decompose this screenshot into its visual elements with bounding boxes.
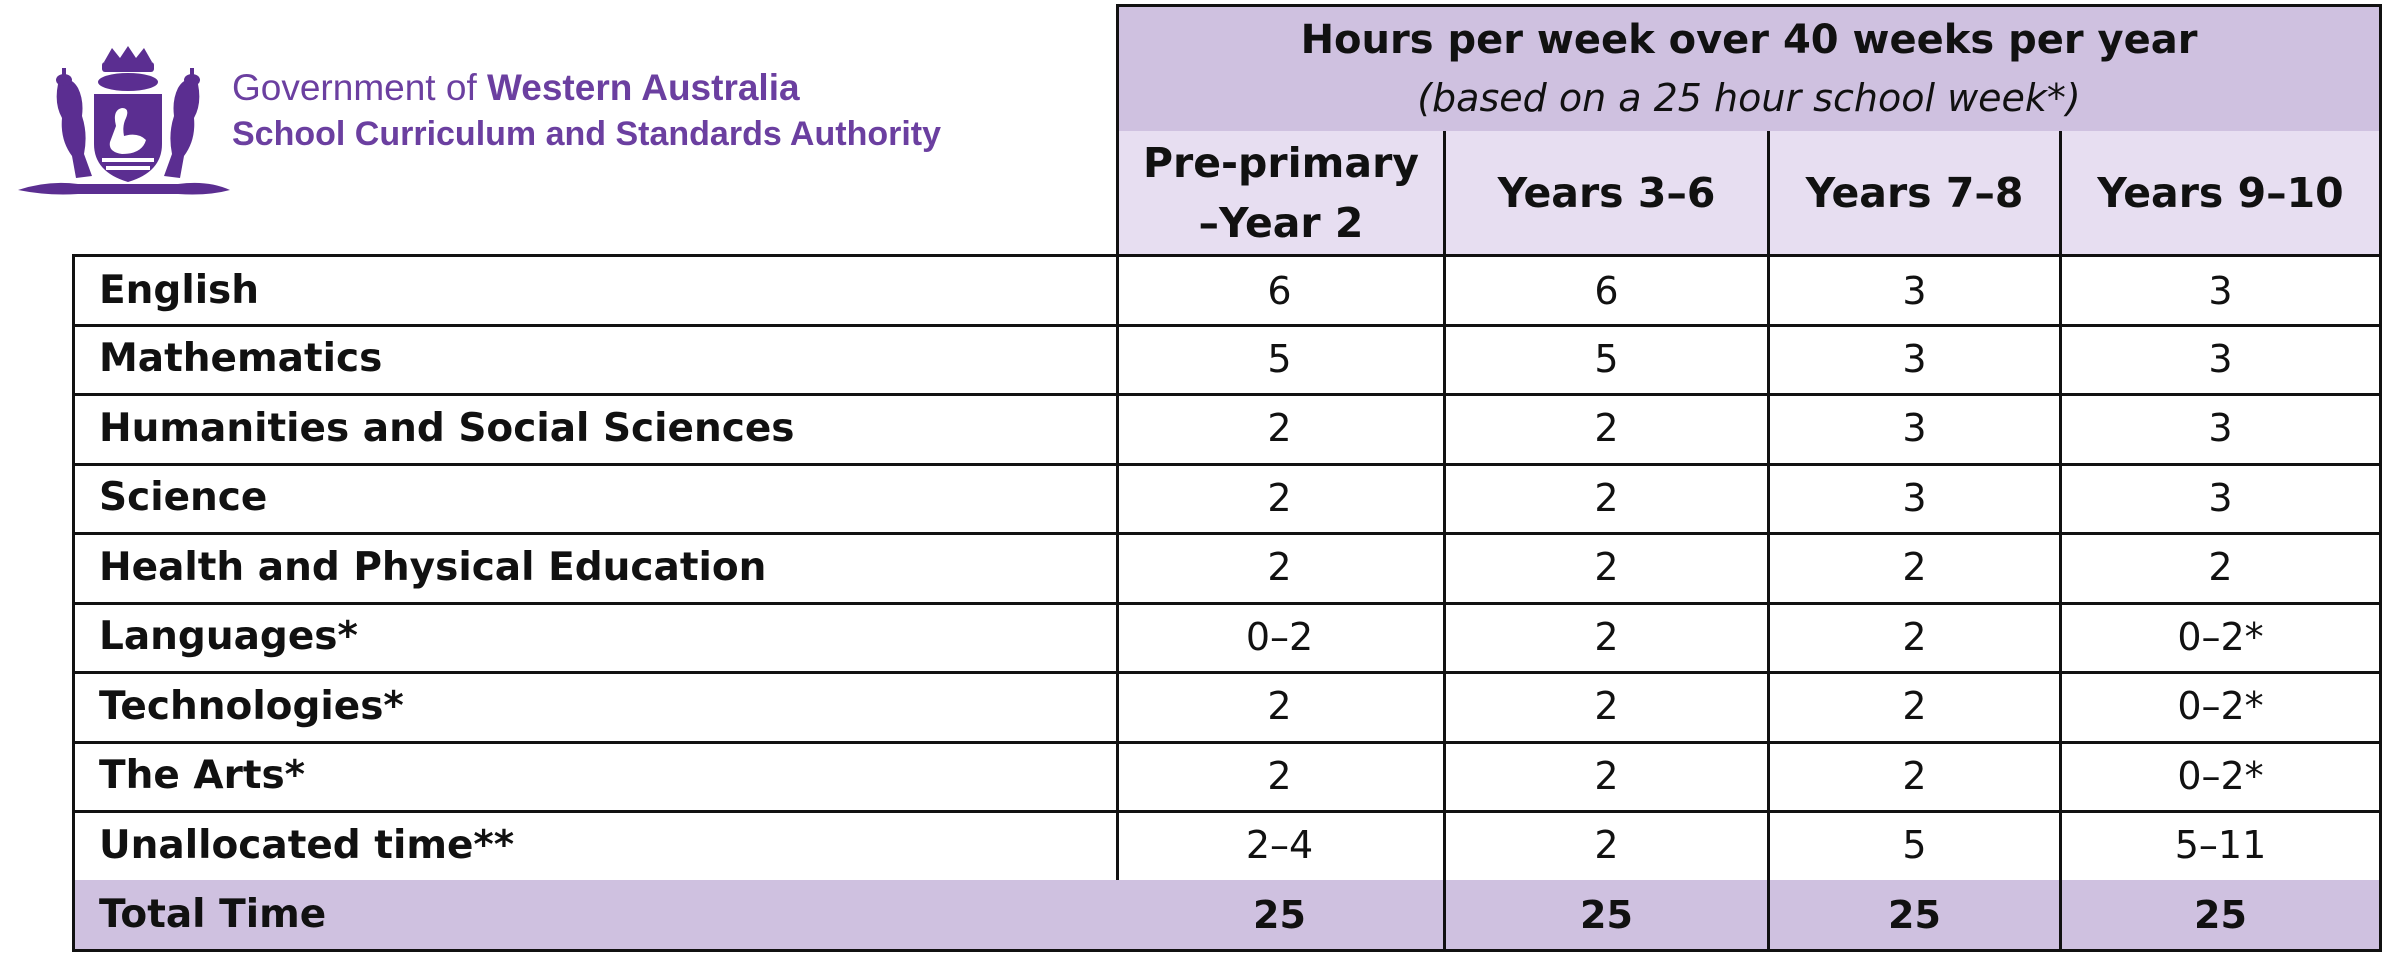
row-label-humanities-and-social-sciences: Humanities and Social Sciences bbox=[72, 393, 1119, 466]
cell-english-col2: 6 bbox=[1446, 254, 1770, 327]
row-label-health-and-physical-education: Health and Physical Education bbox=[72, 532, 1119, 605]
cell-health-and-physical-education-col1: 2 bbox=[1116, 532, 1446, 605]
cell-health-and-physical-education-col4: 2 bbox=[2062, 532, 2382, 605]
table-title-header: Hours per week over 40 weeks per year (b… bbox=[1116, 4, 2382, 134]
cell-technologies-col3: 2 bbox=[1770, 671, 2062, 744]
cell-the-arts-col1: 2 bbox=[1116, 741, 1446, 813]
cell-humanities-and-social-sciences-col3: 3 bbox=[1770, 393, 2062, 466]
cell-science-col3: 3 bbox=[1770, 463, 2062, 535]
cell-technologies-col2: 2 bbox=[1446, 671, 1770, 744]
cell-unallocated-time-col3: 5 bbox=[1770, 810, 2062, 883]
cell-languages-col3: 2 bbox=[1770, 602, 2062, 674]
cell-mathematics-col2: 5 bbox=[1446, 324, 1770, 396]
table-subtitle: (based on a 25 hour school week*) bbox=[1417, 76, 2081, 120]
cell-mathematics-col4: 3 bbox=[2062, 324, 2382, 396]
cell-humanities-and-social-sciences-col1: 2 bbox=[1116, 393, 1446, 466]
row-label-mathematics: Mathematics bbox=[72, 324, 1119, 396]
cell-english-col3: 3 bbox=[1770, 254, 2062, 327]
cell-science-col1: 2 bbox=[1116, 463, 1446, 535]
column-header-y3-6: Years 3–6 bbox=[1446, 131, 1770, 257]
cell-total-time-col4: 25 bbox=[2062, 880, 2382, 952]
cell-health-and-physical-education-col2: 2 bbox=[1446, 532, 1770, 605]
column-header-pp-y2: Pre-primary –Year 2 bbox=[1116, 131, 1446, 257]
cell-science-col2: 2 bbox=[1446, 463, 1770, 535]
cell-unallocated-time-col2: 2 bbox=[1446, 810, 1770, 883]
column-header-y7-8: Years 7–8 bbox=[1770, 131, 2062, 257]
org-name-state: Western Australia bbox=[487, 67, 800, 108]
column-header-y9-10: Years 9–10 bbox=[2062, 131, 2382, 257]
row-label-languages: Languages* bbox=[72, 602, 1119, 674]
cell-technologies-col4: 0–2* bbox=[2062, 671, 2382, 744]
cell-science-col4: 3 bbox=[2062, 463, 2382, 535]
cell-english-col4: 3 bbox=[2062, 254, 2382, 327]
cell-the-arts-col4: 0–2* bbox=[2062, 741, 2382, 813]
cell-total-time-col2: 25 bbox=[1446, 880, 1770, 952]
cell-total-time-col3: 25 bbox=[1770, 880, 2062, 952]
cell-total-time-col1: 25 bbox=[1116, 880, 1446, 952]
cell-languages-col4: 0–2* bbox=[2062, 602, 2382, 674]
cell-the-arts-col2: 2 bbox=[1446, 741, 1770, 813]
cell-humanities-and-social-sciences-col4: 3 bbox=[2062, 393, 2382, 466]
cell-the-arts-col3: 2 bbox=[1770, 741, 2062, 813]
table-title: Hours per week over 40 weeks per year bbox=[1300, 17, 2198, 63]
cell-mathematics-col3: 3 bbox=[1770, 324, 2062, 396]
cell-mathematics-col1: 5 bbox=[1116, 324, 1446, 396]
row-label-the-arts: The Arts* bbox=[72, 741, 1119, 813]
cell-english-col1: 6 bbox=[1116, 254, 1446, 327]
cell-humanities-and-social-sciences-col2: 2 bbox=[1446, 393, 1770, 466]
organization-name: Government of Western Australia School C… bbox=[232, 64, 941, 156]
row-label-science: Science bbox=[72, 463, 1119, 535]
cell-technologies-col1: 2 bbox=[1116, 671, 1446, 744]
cell-languages-col1: 0–2 bbox=[1116, 602, 1446, 674]
wa-coat-of-arms-icon bbox=[18, 44, 230, 204]
row-label-total-time: Total Time bbox=[72, 880, 1119, 952]
row-label-unallocated-time: Unallocated time** bbox=[72, 810, 1119, 883]
cell-unallocated-time-col4: 5–11 bbox=[2062, 810, 2382, 883]
cell-languages-col2: 2 bbox=[1446, 602, 1770, 674]
cell-unallocated-time-col1: 2–4 bbox=[1116, 810, 1446, 883]
row-label-technologies: Technologies* bbox=[72, 671, 1119, 744]
cell-health-and-physical-education-col3: 2 bbox=[1770, 532, 2062, 605]
org-authority-name: School Curriculum and Standards Authorit… bbox=[232, 115, 942, 153]
row-label-english: English bbox=[72, 254, 1119, 327]
org-name-prefix: Government of bbox=[232, 67, 488, 108]
